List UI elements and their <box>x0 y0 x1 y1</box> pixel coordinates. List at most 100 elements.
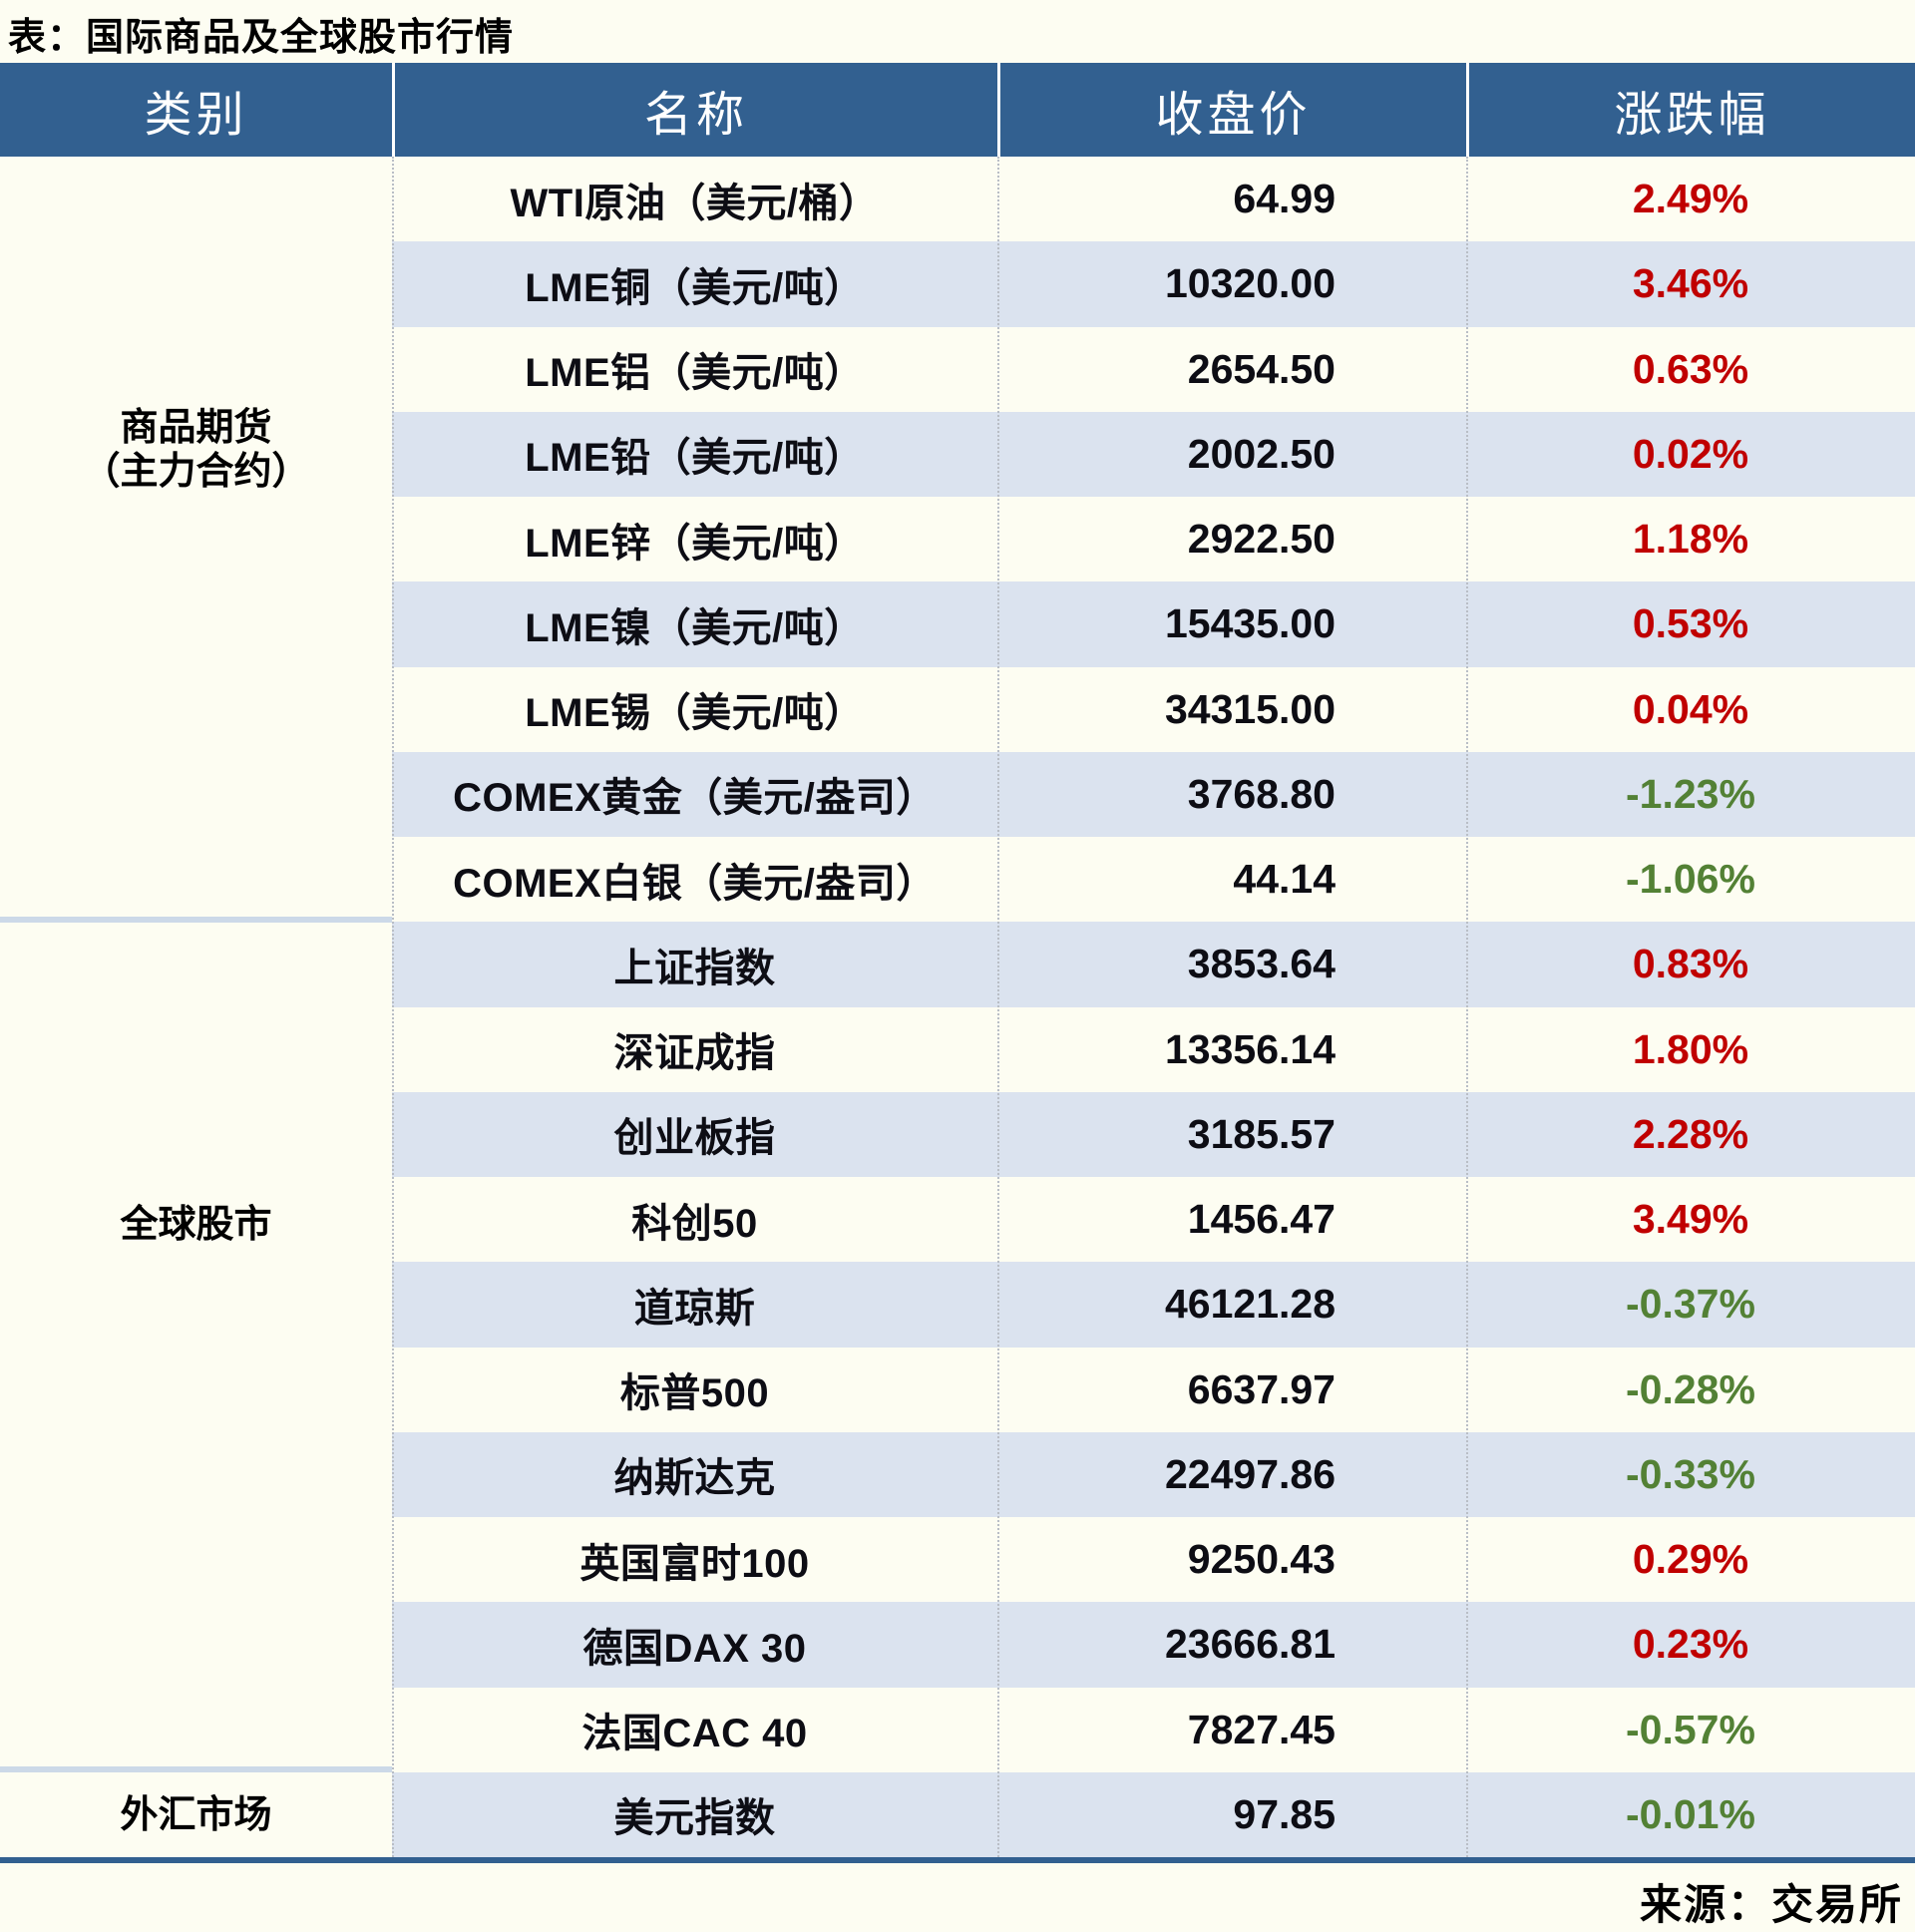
table-row: 上证指数 3853.64 0.83% <box>392 922 1915 1007</box>
table-row: LME镍（美元/吨） 15435.00 0.53% <box>392 581 1915 667</box>
table-row: 美元指数 97.85 -0.01% <box>392 1771 1915 1857</box>
close-price: 34315.00 <box>1164 685 1336 732</box>
change-percent: 1.18% <box>1632 516 1749 563</box>
header-cell-name: 名称 <box>392 63 997 157</box>
table-row: 法国CAC 40 7827.45 -0.57% <box>392 1688 1915 1772</box>
change-percent: 0.53% <box>1632 600 1749 647</box>
close-price: 22497.86 <box>1164 1450 1336 1497</box>
change-percent: 0.63% <box>1632 345 1749 392</box>
change-percent: 2.28% <box>1632 1110 1749 1157</box>
change-percent: 3.49% <box>1632 1196 1749 1243</box>
instrument-name: 创业板指 <box>613 1116 776 1161</box>
category-label-commodity-futures: 商品期货 （主力合约） <box>0 406 392 494</box>
instrument-name: LME锡（美元/吨） <box>525 691 865 736</box>
instrument-name: 科创50 <box>631 1201 758 1246</box>
section-divider <box>0 1766 392 1772</box>
header-cell-category: 类别 <box>144 89 248 142</box>
table-row: COMEX白银（美元/盎司） 44.14 -1.06% <box>392 837 1915 922</box>
close-price: 46121.28 <box>1164 1281 1336 1328</box>
section-divider <box>0 917 392 923</box>
change-percent: -0.37% <box>1626 1281 1755 1328</box>
category-column: 商品期货 （主力合约） 全球股市 外汇市场 <box>0 157 392 1857</box>
close-price: 10320.00 <box>1164 260 1336 307</box>
category-label-global-stocks: 全球股市 <box>0 1203 392 1247</box>
instrument-name: 英国富时100 <box>579 1541 810 1586</box>
change-percent: -1.23% <box>1626 770 1755 817</box>
close-price: 3853.64 <box>1187 941 1336 987</box>
instrument-name: 美元指数 <box>613 1796 776 1841</box>
table-row: 道琼斯 46121.28 -0.37% <box>392 1262 1915 1348</box>
change-percent: 2.49% <box>1632 176 1749 222</box>
table-row: LME铝（美元/吨） 2654.50 0.63% <box>392 327 1915 412</box>
table-row: LME铅（美元/吨） 2002.50 0.02% <box>392 411 1915 497</box>
close-price: 2654.50 <box>1187 345 1336 392</box>
close-price: 13356.14 <box>1164 1025 1336 1072</box>
table-body: 商品期货 （主力合约） 全球股市 外汇市场 WTI原油（美元/桶） 64.99 2.… <box>0 157 1915 1857</box>
close-price: 2002.50 <box>1187 430 1336 477</box>
category-line: （主力合约） <box>82 451 310 493</box>
change-percent: -0.33% <box>1626 1450 1755 1497</box>
instrument-name: 德国DAX 30 <box>582 1626 807 1671</box>
table-row: 纳斯达克 22497.86 -0.33% <box>392 1431 1915 1517</box>
category-line: 商品期货 <box>120 407 272 449</box>
source-note: 来源：交易所 <box>1639 1881 1903 1928</box>
close-price: 2922.50 <box>1187 516 1336 563</box>
page-title: 表：国际商品及全球股市行情 <box>8 17 515 59</box>
instrument-name: WTI原油（美元/桶） <box>510 181 880 225</box>
instrument-name: COMEX黄金（美元/盎司） <box>453 776 937 821</box>
change-percent: -0.28% <box>1626 1365 1755 1412</box>
change-percent: 1.80% <box>1632 1025 1749 1072</box>
header-cell-change: 涨跌幅 <box>1466 63 1915 157</box>
close-price: 9250.43 <box>1187 1536 1336 1583</box>
instrument-name: 法国CAC 40 <box>581 1712 808 1756</box>
category-line: 全球股市 <box>120 1204 272 1246</box>
table-row: LME锡（美元/吨） 34315.00 0.04% <box>392 667 1915 752</box>
change-percent: 0.29% <box>1632 1536 1749 1583</box>
change-percent: 0.23% <box>1632 1621 1749 1668</box>
close-price: 64.99 <box>1233 176 1336 222</box>
change-percent: -0.01% <box>1626 1790 1755 1837</box>
close-price: 6637.97 <box>1187 1365 1336 1412</box>
table-row: LME铜（美元/吨） 10320.00 3.46% <box>392 241 1915 327</box>
change-percent: 0.83% <box>1632 941 1749 987</box>
close-price: 1456.47 <box>1187 1196 1336 1243</box>
instrument-name: COMEX白银（美元/盎司） <box>453 861 937 906</box>
close-price: 23666.81 <box>1164 1621 1336 1668</box>
change-percent: -1.06% <box>1626 856 1755 903</box>
instrument-name: LME铅（美元/吨） <box>525 436 865 481</box>
close-price: 97.85 <box>1233 1790 1336 1837</box>
table-row: LME锌（美元/吨） 2922.50 1.18% <box>392 497 1915 581</box>
close-price: 15435.00 <box>1164 600 1336 647</box>
table-row: COMEX黄金（美元/盎司） 3768.80 -1.23% <box>392 751 1915 837</box>
instrument-name: 道琼斯 <box>633 1286 756 1331</box>
instrument-name: 深证成指 <box>613 1031 776 1076</box>
instrument-name: LME锌（美元/吨） <box>525 521 865 566</box>
table-bottom-border <box>0 1857 1915 1863</box>
table-header-row: 类别 名称 收盘价 涨跌幅 <box>0 63 1915 157</box>
instrument-name: 标普500 <box>619 1371 770 1416</box>
close-price: 3185.57 <box>1187 1110 1336 1157</box>
close-price: 3768.80 <box>1187 770 1336 817</box>
table-row: 英国富时100 9250.43 0.29% <box>392 1517 1915 1602</box>
table-row: 深证成指 13356.14 1.80% <box>392 1007 1915 1092</box>
close-price: 44.14 <box>1233 856 1336 903</box>
instrument-name: LME铝（美元/吨） <box>525 351 865 396</box>
change-percent: 0.04% <box>1632 685 1749 732</box>
close-price: 7827.45 <box>1187 1706 1336 1752</box>
header-cell-close: 收盘价 <box>997 63 1466 157</box>
table-row: 科创50 1456.47 3.49% <box>392 1177 1915 1262</box>
change-percent: -0.57% <box>1626 1706 1755 1752</box>
category-line: 外汇市场 <box>120 1794 272 1836</box>
data-rows: WTI原油（美元/桶） 64.99 2.49% LME铜（美元/吨） 10320.00 3… <box>392 157 1915 1857</box>
instrument-name: LME镍（美元/吨） <box>525 605 865 650</box>
market-table: 类别 名称 收盘价 涨跌幅 商品期货 （主力合约） 全球股市 外汇市场 WTI原… <box>0 63 1915 1857</box>
instrument-name: 上证指数 <box>613 946 776 990</box>
table-row: 创业板指 3185.57 2.28% <box>392 1091 1915 1177</box>
table-row: WTI原油（美元/桶） 64.99 2.49% <box>392 157 1915 241</box>
instrument-name: 纳斯达克 <box>613 1456 776 1501</box>
category-label-fx-market: 外汇市场 <box>0 1793 392 1837</box>
table-row: 标普500 6637.97 -0.28% <box>392 1348 1915 1432</box>
change-percent: 0.02% <box>1632 430 1749 477</box>
change-percent: 3.46% <box>1632 260 1749 307</box>
